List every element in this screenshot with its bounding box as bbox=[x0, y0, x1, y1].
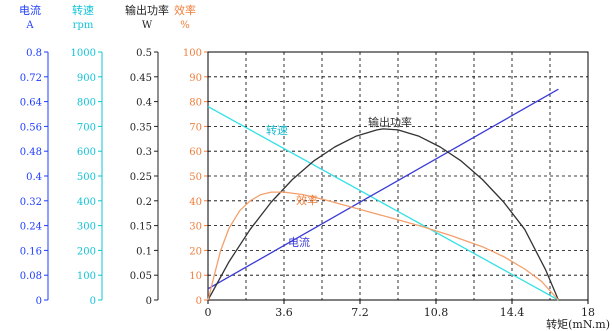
y-tick-label-current: 0.56 bbox=[20, 122, 42, 133]
x-axis-label: 转矩(mN.m) bbox=[546, 317, 610, 331]
grid-layer bbox=[207, 51, 589, 301]
x-tick-label: 3.6 bbox=[275, 306, 293, 319]
y-tick-label-current: 0.4 bbox=[26, 172, 42, 183]
y-tick-label-current: 0.48 bbox=[20, 147, 42, 158]
y-tick-label-efficiency: 10 bbox=[189, 271, 202, 282]
x-tick-label: 7.2 bbox=[351, 306, 369, 319]
y-tick-label-speed: 800 bbox=[77, 98, 96, 109]
x-tick-label: 18 bbox=[581, 306, 595, 319]
y-tick-label-efficiency: 80 bbox=[189, 98, 202, 109]
series-label-power: 输出功率 bbox=[368, 115, 412, 129]
y-tick-label-speed: 700 bbox=[77, 122, 96, 133]
y-tick-label-power: 0.05 bbox=[130, 271, 152, 282]
axes-layer: 电流 A 0 0.08 0.16 0.24 0.32 0.4 0.48 0.56 0.64 0.72 0… bbox=[19, 3, 610, 331]
y-tick-label-power: 0.5 bbox=[136, 48, 152, 59]
x-tick-label: 0 bbox=[205, 306, 212, 319]
y-tick-label-current: 0 bbox=[36, 296, 42, 307]
y-tick-label-power: 0.3 bbox=[136, 147, 152, 158]
y-tick-label-efficiency: 50 bbox=[189, 172, 202, 183]
y-tick-label-current: 0.8 bbox=[26, 48, 42, 59]
series-layer bbox=[207, 88, 559, 301]
series-line-current bbox=[207, 88, 559, 290]
y-tick-label-speed: 0 bbox=[90, 296, 96, 307]
y-axis-header-power: 输出功率 bbox=[125, 3, 169, 17]
y-axis-unit-power: W bbox=[142, 20, 153, 31]
y-tick-label-current: 0.32 bbox=[20, 197, 42, 208]
y-tick-label-current: 0.64 bbox=[20, 98, 42, 109]
y-tick-label-power: 0.35 bbox=[130, 122, 152, 133]
y-tick-label-efficiency: 90 bbox=[189, 73, 202, 84]
x-tick-label: 14.4 bbox=[500, 306, 525, 319]
y-tick-label-efficiency: 30 bbox=[189, 222, 202, 233]
series-line-speed bbox=[207, 106, 559, 301]
series-line-efficiency bbox=[207, 191, 559, 301]
y-tick-label-power: 0.1 bbox=[136, 246, 152, 257]
y-tick-label-current: 0.72 bbox=[20, 73, 42, 84]
series-label-efficiency: 效率 bbox=[296, 193, 318, 207]
x-tick-label: 10.8 bbox=[424, 306, 449, 319]
series-label-speed: 转速 bbox=[266, 123, 288, 137]
y-tick-label-current: 0.24 bbox=[20, 222, 42, 233]
y-tick-label-power: 0.4 bbox=[136, 98, 152, 109]
y-tick-label-efficiency: 20 bbox=[189, 246, 202, 257]
y-tick-label-efficiency: 0 bbox=[196, 296, 202, 307]
y-tick-label-speed: 400 bbox=[77, 197, 96, 208]
y-tick-label-speed: 100 bbox=[77, 271, 96, 282]
y-axis-unit-current: A bbox=[25, 20, 34, 31]
y-tick-label-power: 0.25 bbox=[130, 172, 152, 183]
y-tick-label-speed: 500 bbox=[77, 172, 96, 183]
y-axis-unit-efficiency: % bbox=[180, 20, 190, 31]
y-tick-label-power: 0.2 bbox=[136, 197, 152, 208]
y-tick-label-power: 0 bbox=[146, 296, 152, 307]
y-tick-label-power: 0.45 bbox=[130, 73, 152, 84]
series-line-power bbox=[207, 128, 559, 301]
y-tick-label-efficiency: 40 bbox=[189, 197, 202, 208]
y-axis-header-current: 电流 bbox=[19, 3, 41, 17]
y-tick-label-current: 0.16 bbox=[20, 246, 42, 257]
y-tick-label-speed: 900 bbox=[77, 73, 96, 84]
y-axis-header-speed: 转速 bbox=[72, 3, 94, 17]
y-tick-label-efficiency: 60 bbox=[189, 147, 202, 158]
y-tick-label-speed: 300 bbox=[77, 222, 96, 233]
y-tick-label-speed: 600 bbox=[77, 147, 96, 158]
y-tick-label-efficiency: 70 bbox=[189, 122, 202, 133]
y-tick-label-speed: 1000 bbox=[71, 48, 96, 59]
y-tick-label-power: 0.15 bbox=[130, 222, 152, 233]
y-axis-unit-speed: rpm bbox=[73, 20, 94, 31]
y-axis-header-efficiency: 效率 bbox=[174, 3, 196, 17]
y-tick-label-efficiency: 100 bbox=[183, 48, 202, 59]
y-tick-label-current: 0.08 bbox=[20, 271, 42, 282]
y-tick-label-speed: 200 bbox=[77, 246, 96, 257]
series-label-current: 电流 bbox=[288, 235, 310, 249]
